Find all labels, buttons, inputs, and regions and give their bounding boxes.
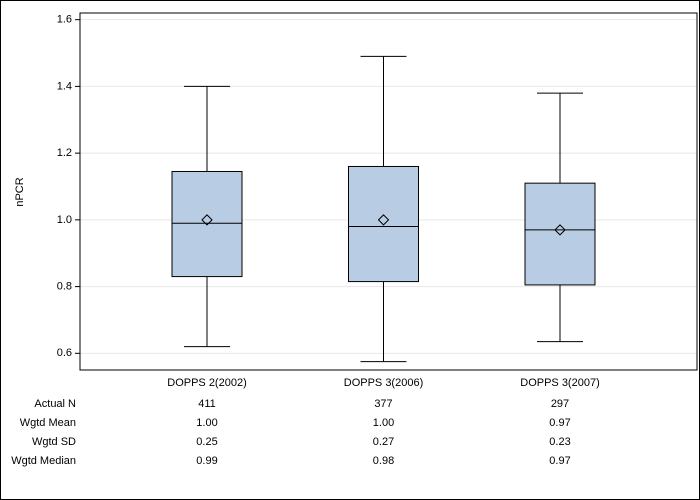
table-row-label: Wgtd SD [32,436,76,448]
table-cell: 1.00 [196,417,217,429]
x-tick-label: DOPPS 3(2007) [520,377,599,389]
x-tick-label: DOPPS 2(2002) [167,377,246,389]
y-tick-label: 0.8 [57,280,72,292]
x-tick-label: DOPPS 3(2006) [344,377,423,389]
y-axis-label: nPCR [14,177,26,206]
table-cell: 0.97 [549,455,570,467]
table-cell: 0.97 [549,417,570,429]
table-cell: 377 [374,398,392,410]
table-cell: 411 [198,398,216,410]
box [171,170,243,278]
box [524,182,596,286]
table-cell: 0.27 [373,436,394,448]
mean-marker [377,214,390,226]
y-tick-label: 1.2 [57,147,72,159]
mean-marker [201,214,213,226]
table-cell: 1.00 [373,417,394,429]
y-tick-label: 0.6 [57,347,72,359]
box [348,165,419,283]
table-cell: 0.23 [549,436,570,448]
mean-marker [554,224,566,236]
table-row-label: Wgtd Median [11,455,76,467]
table-cell: 0.99 [196,455,217,467]
y-tick-label: 1.6 [57,14,72,26]
table-cell: 0.98 [373,455,394,467]
table-cell: 0.25 [196,436,217,448]
y-tick-label: 1.0 [57,214,72,226]
plot-area [79,12,698,371]
y-tick-label: 1.4 [57,80,72,92]
table-cell: 297 [551,398,569,410]
table-row-label: Actual N [34,398,76,410]
table-row-label: Wgtd Mean [20,417,76,429]
